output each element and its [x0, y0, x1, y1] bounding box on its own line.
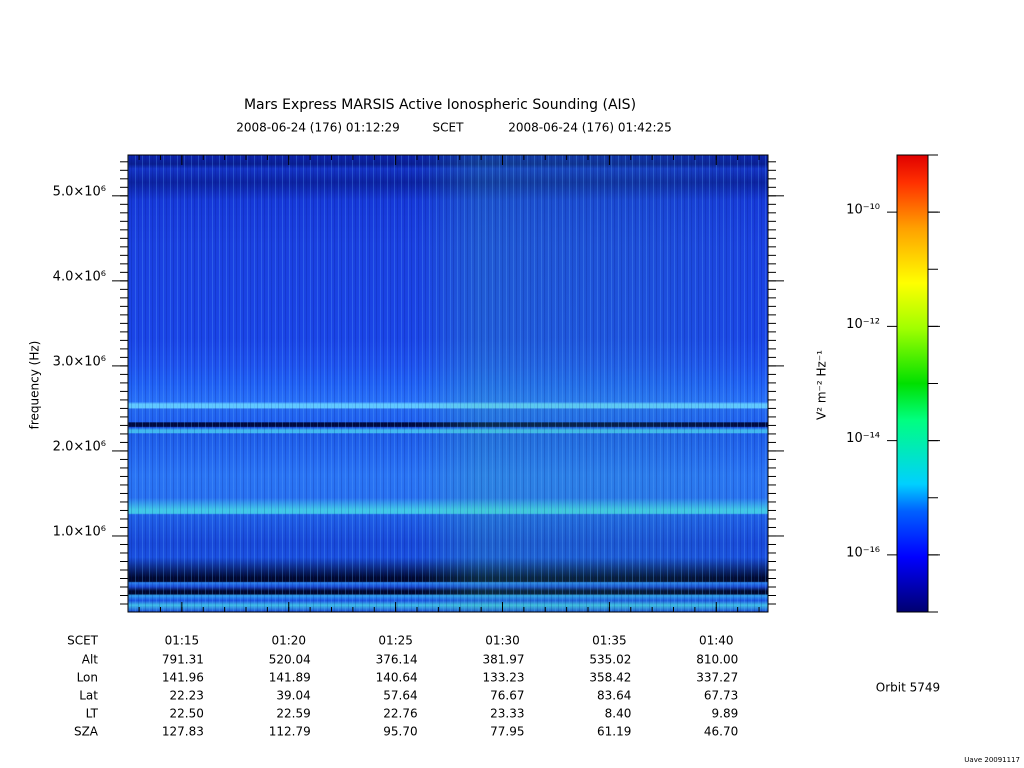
ephemeris-row-label: Lat — [79, 689, 98, 703]
ephemeris-value: 381.97 — [483, 653, 525, 667]
y-tick-label: 5.0×10⁶ — [53, 184, 106, 199]
ephemeris-time-label: SCET — [67, 634, 99, 648]
time-system: SCET — [433, 121, 465, 135]
ephemeris-value: 791.31 — [162, 653, 204, 667]
ephemeris-row-label: Alt — [82, 653, 99, 667]
colorbar-tick-label: 10⁻¹⁶ — [846, 545, 880, 560]
chart-title: Mars Express MARSIS Active Ionospheric S… — [244, 97, 636, 113]
start-time: 2008-06-24 (176) 01:12:29 — [236, 121, 400, 135]
ephemeris-value: 358.42 — [589, 671, 631, 685]
y-tick-label: 4.0×10⁶ — [53, 269, 106, 284]
ephemeris-value: 8.40 — [605, 707, 632, 721]
ephemeris-value: 46.70 — [704, 725, 738, 739]
colorbar — [897, 155, 928, 612]
ephemeris-value: 22.59 — [276, 707, 310, 721]
ephemeris-value: 77.95 — [490, 725, 524, 739]
ephemeris-row-label: SZA — [74, 725, 99, 739]
colorbar-label: V² m⁻² Hz⁻¹ — [815, 350, 829, 420]
x-tick-label: 01:15 — [165, 634, 200, 648]
x-tick-label: 01:30 — [485, 634, 520, 648]
footer: Uave 20091117 — [964, 756, 1020, 764]
ephemeris-value: 9.89 — [712, 707, 739, 721]
ephemeris-value: 76.67 — [490, 689, 524, 703]
ephemeris-value: 57.64 — [383, 689, 417, 703]
ephemeris-value: 22.76 — [383, 707, 417, 721]
ephemeris-value: 140.64 — [376, 671, 418, 685]
ephemeris-value: 39.04 — [276, 689, 310, 703]
ephemeris-value: 95.70 — [383, 725, 417, 739]
ephemeris-value: 23.33 — [490, 707, 524, 721]
spectrogram — [128, 155, 768, 612]
ephemeris-value: 141.96 — [162, 671, 204, 685]
ephemeris-value: 141.89 — [269, 671, 311, 685]
ephemeris-value: 810.00 — [696, 653, 738, 667]
end-time: 2008-06-24 (176) 01:42:25 — [508, 121, 672, 135]
ephemeris-value: 376.14 — [376, 653, 418, 667]
ephemeris-value: 112.79 — [269, 725, 311, 739]
x-tick-label: 01:25 — [378, 634, 413, 648]
ephemeris-value: 22.23 — [170, 689, 204, 703]
ephemeris-value: 61.19 — [597, 725, 631, 739]
ephemeris-row-label: LT — [86, 707, 99, 721]
x-tick-label: 01:40 — [699, 634, 734, 648]
colorbar-frame — [896, 154, 929, 613]
ephemeris-row-label: Lon — [77, 671, 98, 685]
ephemeris-value: 535.02 — [589, 653, 631, 667]
ephemeris-value: 133.23 — [483, 671, 525, 685]
colorbar-tick-label: 10⁻¹⁰ — [846, 203, 880, 218]
x-tick-label: 01:20 — [271, 634, 306, 648]
orbit: Orbit 5749 — [876, 681, 940, 695]
y-tick-label: 3.0×10⁶ — [53, 354, 106, 369]
ephemeris-value: 22.50 — [170, 707, 204, 721]
ephemeris-value: 83.64 — [597, 689, 631, 703]
y-tick-label: 1.0×10⁶ — [53, 524, 106, 539]
y-tick-label: 2.0×10⁶ — [53, 439, 106, 454]
ephemeris-value: 67.73 — [704, 689, 738, 703]
x-tick-label: 01:35 — [592, 634, 627, 648]
ephemeris-value: 127.83 — [162, 725, 204, 739]
plot-frame — [127, 154, 769, 613]
colorbar-tick-label: 10⁻¹⁴ — [846, 431, 880, 446]
ephemeris-value: 520.04 — [269, 653, 311, 667]
y-axis-label: frequency (Hz) — [28, 341, 42, 430]
colorbar-tick-label: 10⁻¹² — [846, 317, 880, 332]
ephemeris-value: 337.27 — [696, 671, 738, 685]
